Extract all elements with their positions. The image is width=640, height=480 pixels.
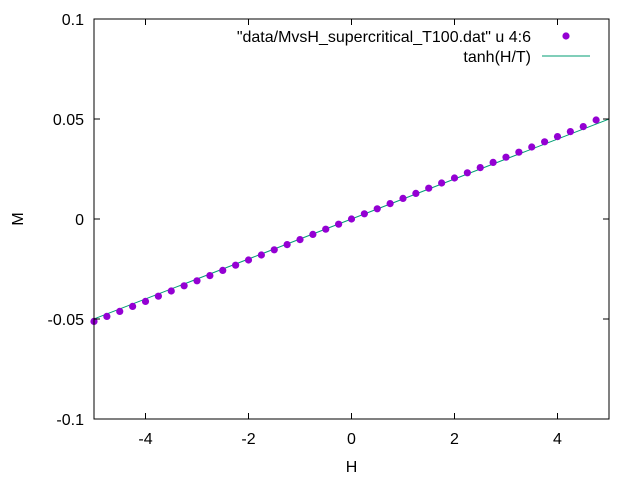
data-point: [219, 266, 227, 274]
y-axis-label: M: [10, 212, 27, 225]
data-point: [141, 297, 150, 305]
legend-marker-data: [562, 32, 570, 40]
data-point: [489, 158, 497, 166]
y-tick-label: 0.05: [53, 112, 84, 129]
data-point: [592, 116, 600, 124]
data-point: [553, 133, 562, 141]
data-point: [502, 153, 510, 161]
data-point: [528, 143, 536, 151]
x-tick-label: 0: [347, 431, 356, 448]
data-point: [335, 220, 343, 228]
plot-area: [90, 116, 610, 325]
data-point: [309, 230, 317, 238]
data-point: [399, 194, 407, 202]
data-point: [373, 205, 381, 213]
legend: "data/MvsH_supercritical_T100.dat" u 4:6…: [237, 29, 590, 66]
y-tick-label: -0.05: [48, 312, 85, 329]
data-point: [283, 241, 291, 249]
data-point: [515, 148, 523, 156]
data-point: [167, 287, 175, 295]
legend-label-function: tanh(H/T): [463, 49, 531, 66]
y-tick-label: 0.1: [62, 12, 84, 29]
x-tick-label: -2: [241, 431, 255, 448]
data-point: [180, 282, 188, 290]
data-point: [270, 246, 278, 254]
data-point: [463, 169, 471, 177]
data-point: [322, 225, 330, 233]
data-point: [566, 128, 574, 136]
data-point: [103, 312, 111, 320]
axis-ticks: -4 -2 0 2 4 -0.1 -0.05 0 0.05 0.1: [48, 12, 609, 448]
legend-label-data: "data/MvsH_supercritical_T100.dat" u 4:6: [237, 29, 531, 46]
data-point: [129, 302, 137, 310]
data-point: [244, 256, 253, 264]
data-point: [257, 251, 265, 259]
data-point: [412, 189, 420, 197]
x-tick-label: 4: [553, 431, 562, 448]
data-point: [386, 200, 394, 208]
y-tick-label: 0: [75, 212, 84, 229]
data-point: [347, 215, 356, 223]
data-point: [206, 272, 214, 280]
data-point: [476, 164, 484, 172]
data-point: [438, 179, 446, 187]
data-point: [541, 138, 549, 146]
data-point: [116, 307, 124, 315]
y-tick-label: -0.1: [56, 412, 84, 429]
data-point: [154, 292, 162, 300]
x-tick-label: 2: [450, 431, 459, 448]
data-point: [193, 277, 201, 285]
data-point: [579, 123, 587, 131]
data-point: [425, 184, 433, 192]
data-point: [232, 261, 240, 269]
data-point: [450, 174, 459, 182]
data-point: [360, 210, 368, 218]
x-axis-label: H: [346, 459, 358, 476]
data-point: [296, 236, 304, 244]
x-tick-label: -4: [138, 431, 152, 448]
